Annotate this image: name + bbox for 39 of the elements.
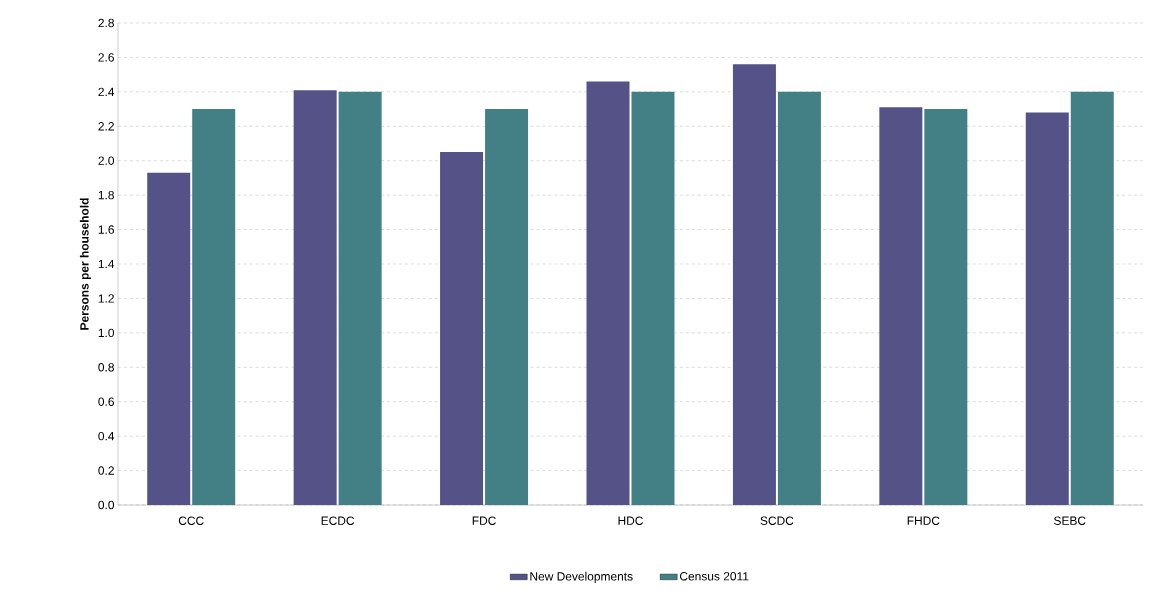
bar bbox=[192, 109, 236, 505]
y-tick-label: 1.0 bbox=[98, 328, 115, 338]
y-tick-label: 0.6 bbox=[98, 397, 114, 406]
y-tick-label: 1.8 bbox=[98, 190, 114, 200]
y-tick-label: 2.6 bbox=[98, 53, 114, 62]
legend-label: New Developments bbox=[530, 571, 633, 583]
bar bbox=[440, 152, 484, 505]
bar bbox=[777, 91, 821, 505]
bar bbox=[586, 81, 630, 505]
x-tick-label: ECDC bbox=[321, 516, 355, 525]
x-tick-label: FHDC bbox=[907, 516, 940, 525]
x-tick-label: CCC bbox=[178, 516, 204, 525]
y-tick-label: 1.6 bbox=[98, 225, 114, 234]
bar bbox=[732, 64, 776, 505]
x-tick-label: SCDC bbox=[760, 516, 794, 525]
y-tick-label: 0.2 bbox=[98, 466, 114, 475]
y-tick-label: 2.4 bbox=[98, 87, 115, 97]
bar bbox=[924, 109, 968, 505]
bar bbox=[879, 107, 923, 505]
bar bbox=[1070, 91, 1114, 505]
y-tick-label: 0.8 bbox=[98, 363, 114, 372]
y-axis-title: Persons per household bbox=[79, 198, 92, 330]
y-tick-label: 2.8 bbox=[98, 18, 114, 28]
y-tick-label: 1.4 bbox=[98, 259, 115, 269]
bar bbox=[485, 109, 529, 505]
y-tick-label: 1.2 bbox=[98, 294, 114, 303]
bar bbox=[631, 91, 675, 505]
legend-label: Census 2011 bbox=[679, 572, 749, 581]
y-tick-label: 0.0 bbox=[98, 500, 115, 510]
y-tick-label: 2.2 bbox=[98, 122, 114, 131]
x-tick-label: FDC bbox=[472, 516, 496, 525]
x-tick-label: SEBC bbox=[1054, 516, 1086, 525]
y-tick-label: 2.0 bbox=[98, 156, 115, 165]
bar bbox=[338, 91, 382, 505]
y-tick-label: 0.4 bbox=[98, 431, 115, 441]
x-tick-label: HDC bbox=[618, 516, 643, 525]
bar bbox=[1025, 112, 1069, 505]
bar bbox=[147, 172, 191, 505]
bar bbox=[293, 90, 337, 505]
